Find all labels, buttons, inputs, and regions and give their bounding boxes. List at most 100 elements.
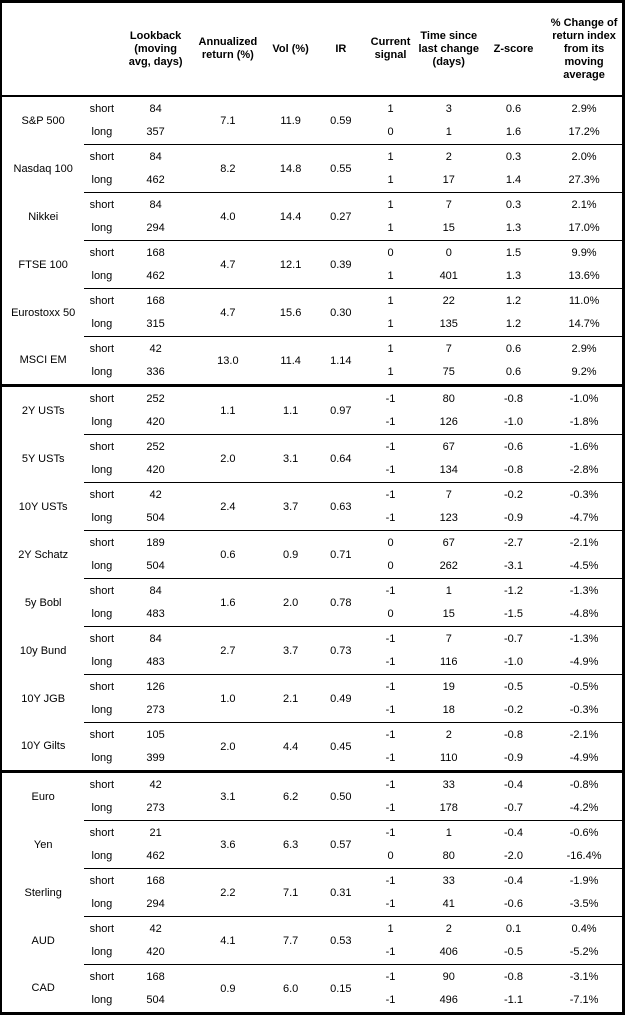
table-row: long 294 1 15 1.3 17.0% [1,216,624,241]
z-score-value: 1.3 [480,264,547,289]
table-row: 10Y USTs short 42 2.4 3.7 0.63 -1 7 -0.2 -0.3% [1,482,624,531]
z-score-value: -2.0 [480,844,547,869]
leg-label-short: short [84,578,120,603]
table-row: 10Y Gilts short 105 2.0 4.4 0.45 -1 2 -0.8 -2.1% [1,722,624,773]
asset-name: 10y Bund [1,626,85,675]
z-score-value: -0.2 [480,482,547,507]
signal-value: -1 [364,868,417,893]
lookback-value: 420 [119,458,192,483]
time-since-change-value: 22 [416,288,481,313]
lookback-value: 462 [119,844,192,869]
vol-value: 7.7 [264,916,318,965]
z-score-value: -0.4 [480,820,547,845]
lookback-value: 504 [119,506,192,531]
signal-value: -1 [364,771,417,797]
signal-value: -1 [364,940,417,965]
ir-value: 0.50 [317,771,365,821]
signal-value: -1 [364,410,417,435]
leg-label-long: long [84,168,120,193]
z-score-value: -0.2 [480,698,547,723]
table-row: AUD short 42 4.1 7.7 0.53 1 2 0.1 0.4% [1,916,624,965]
z-score-value: 1.2 [480,312,547,337]
asset-name: S&P 500 [1,96,85,145]
z-score-value: -0.8 [480,964,547,989]
time-since-change-value: 15 [416,216,481,241]
table-row: MSCI EM short 42 13.0 11.4 1.14 1 7 0.6 2.9% [1,336,624,387]
table-row: long 462 0 80 -2.0 -16.4% [1,844,624,869]
asset-name: Nikkei [1,192,85,241]
z-score-value: 0.3 [480,192,547,217]
pct-change-value: -0.6% [546,820,624,845]
ir-value: 0.27 [317,192,365,241]
asset-name: CAD [1,964,85,1014]
leg-label-long: long [84,264,120,289]
lookback-value: 252 [119,434,192,459]
leg-label-short: short [84,434,120,459]
ir-value: 0.59 [317,96,365,145]
asset-name: 10Y JGB [1,674,85,723]
table-row: long 273 -1 178 -0.7 -4.2% [1,796,624,821]
ir-value: 0.63 [317,482,365,531]
leg-label-long: long [84,988,120,1014]
time-since-change-value: 401 [416,264,481,289]
annualized-return-value: 7.1 [191,96,265,145]
vol-value: 15.6 [264,288,318,337]
header-row: Lookback (moving avg, days) Annualized r… [1,1,624,97]
table-row: long 315 1 135 1.2 14.7% [1,312,624,337]
leg-label-long: long [84,940,120,965]
pct-change-value: -4.9% [546,746,624,773]
signal-value: 0 [364,554,417,579]
annualized-return-value: 1.0 [191,674,265,723]
leg-label-long: long [84,120,120,145]
z-score-value: -1.0 [480,410,547,435]
time-since-change-value: 7 [416,192,481,217]
time-since-change-value: 7 [416,482,481,507]
signal-value: 1 [364,96,417,121]
table-row: Sterling short 168 2.2 7.1 0.31 -1 33 -0.4 -1.9% [1,868,624,917]
time-since-change-value: 406 [416,940,481,965]
lookback-value: 42 [119,916,192,941]
z-score-value: -0.4 [480,868,547,893]
leg-label-short: short [84,820,120,845]
signal-value: 1 [364,288,417,313]
asset-name: Euro [1,771,85,821]
time-since-change-value: 17 [416,168,481,193]
z-score-value: -0.8 [480,722,547,747]
lookback-value: 84 [119,626,192,651]
z-score-value: 0.6 [480,96,547,121]
leg-label-short: short [84,385,120,411]
signal-value: -1 [364,698,417,723]
lookback-value: 483 [119,602,192,627]
leg-label-long: long [84,602,120,627]
vol-value: 12.1 [264,240,318,289]
leg-label-long: long [84,216,120,241]
ir-value: 0.64 [317,434,365,483]
pct-change-value: 2.0% [546,144,624,169]
table-row: long 420 -1 406 -0.5 -5.2% [1,940,624,965]
pct-change-value: 9.9% [546,240,624,265]
time-since-change-value: 2 [416,916,481,941]
lookback-value: 84 [119,144,192,169]
z-score-value: -0.9 [480,506,547,531]
col-header-pct-change: % Change of return index from its moving… [546,1,624,97]
lookback-value: 273 [119,698,192,723]
z-score-value: 0.3 [480,144,547,169]
z-score-value: -1.2 [480,578,547,603]
table-row: FTSE 100 short 168 4.7 12.1 0.39 0 0 1.5 9.9% [1,240,624,289]
z-score-value: -1.0 [480,650,547,675]
z-score-value: 0.6 [480,336,547,361]
signal-value: 0 [364,120,417,145]
table-row: long 504 0 262 -3.1 -4.5% [1,554,624,579]
ir-value: 0.15 [317,964,365,1014]
z-score-value: -3.1 [480,554,547,579]
pct-change-value: -7.1% [546,988,624,1014]
annualized-return-value: 3.6 [191,820,265,869]
pct-change-value: 11.0% [546,288,624,313]
table-row: Yen short 21 3.6 6.3 0.57 -1 1 -0.4 -0.6% [1,820,624,869]
pct-change-value: 13.6% [546,264,624,289]
lookback-value: 420 [119,940,192,965]
signal-value: -1 [364,988,417,1014]
lookback-value: 84 [119,192,192,217]
annualized-return-value: 13.0 [191,336,265,387]
time-since-change-value: 80 [416,385,481,411]
